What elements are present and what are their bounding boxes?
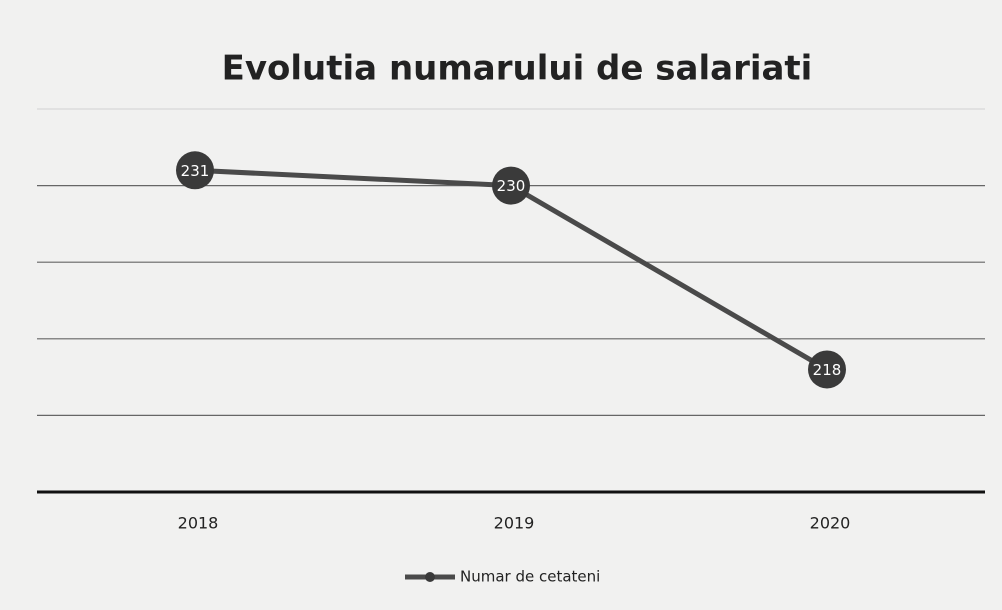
point	[176, 151, 214, 190]
x-tick-label: 2018	[178, 514, 219, 533]
point	[492, 166, 530, 205]
data-label: 230	[497, 177, 526, 195]
x-tick-label: 2020	[810, 514, 851, 533]
point	[808, 350, 846, 389]
chart-title: Evolutia numarului de salariati	[222, 49, 813, 89]
legend-label: Numar de cetateni	[460, 568, 600, 586]
legend-marker	[425, 572, 435, 582]
data-label: 218	[813, 361, 842, 379]
x-tick-label: 2019	[494, 514, 535, 533]
data-label: 231	[181, 162, 210, 180]
